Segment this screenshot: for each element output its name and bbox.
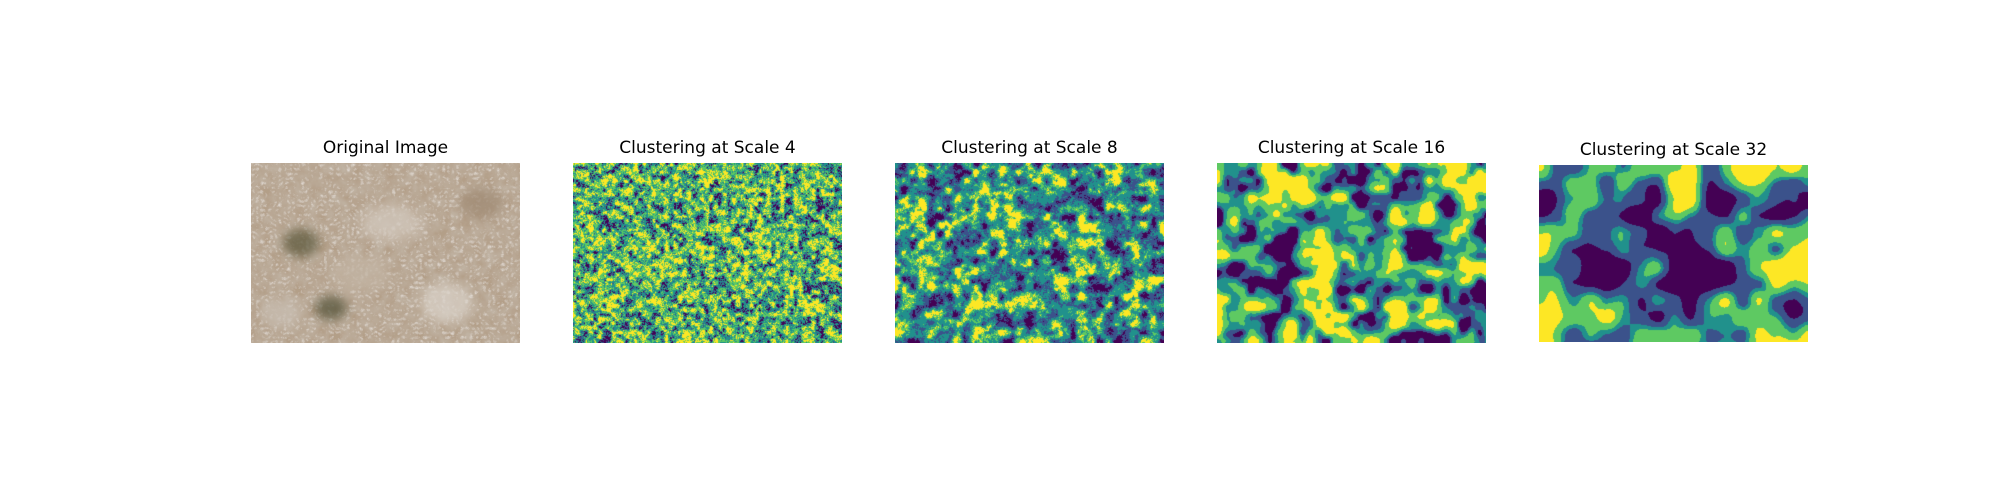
panel-title-scale-8: Clustering at Scale 8	[941, 138, 1118, 158]
panel-title-scale-4: Clustering at Scale 4	[619, 138, 796, 158]
panel-scale-4: Clustering at Scale 4	[573, 0, 842, 500]
panel-scale-32: Clustering at Scale 32	[1539, 0, 1808, 500]
panel-title-scale-32: Clustering at Scale 32	[1579, 140, 1768, 160]
panel-scale-8: Clustering at Scale 8	[895, 0, 1164, 500]
panel-title-scale-16: Clustering at Scale 16	[1257, 138, 1446, 158]
cluster-map-scale-32	[1539, 165, 1808, 342]
panel-original-image: Original Image	[251, 0, 520, 500]
vegetation-patches	[261, 187, 503, 328]
original-image	[251, 163, 520, 343]
panel-scale-16: Clustering at Scale 16	[1217, 0, 1486, 500]
cluster-map-scale-4	[573, 163, 842, 343]
cluster-map-scale-8	[895, 163, 1164, 343]
cluster-map-scale-16	[1217, 163, 1486, 343]
panel-title-original-image: Original Image	[322, 138, 449, 158]
